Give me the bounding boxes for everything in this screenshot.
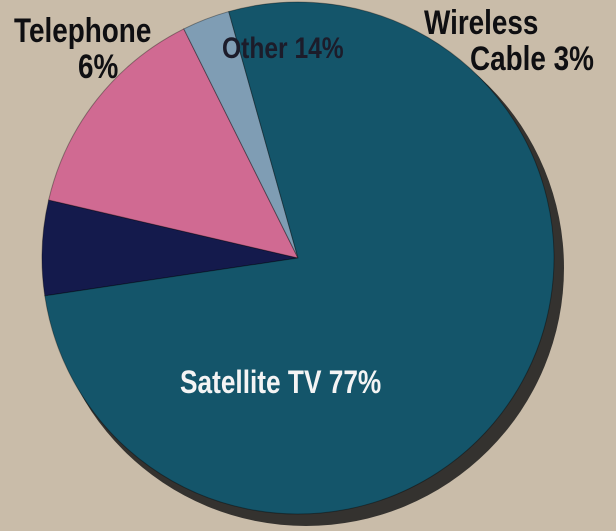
label-wireless-line2: Cable 3% bbox=[470, 40, 594, 78]
pie-slice-wireless-cable bbox=[183, 10, 299, 259]
label-telephone-pct: 6% bbox=[78, 48, 119, 86]
label-wireless-line1: Wireless bbox=[424, 4, 539, 42]
pie-slice-satellite-tv bbox=[44, 1, 555, 515]
label-satellite: Satellite TV 77% bbox=[180, 364, 382, 400]
label-other: Other 14% bbox=[222, 32, 344, 65]
label-telephone-name: Telephone bbox=[14, 12, 152, 50]
pie-slice-other bbox=[48, 28, 299, 259]
pie-slice-telephone bbox=[41, 199, 299, 297]
